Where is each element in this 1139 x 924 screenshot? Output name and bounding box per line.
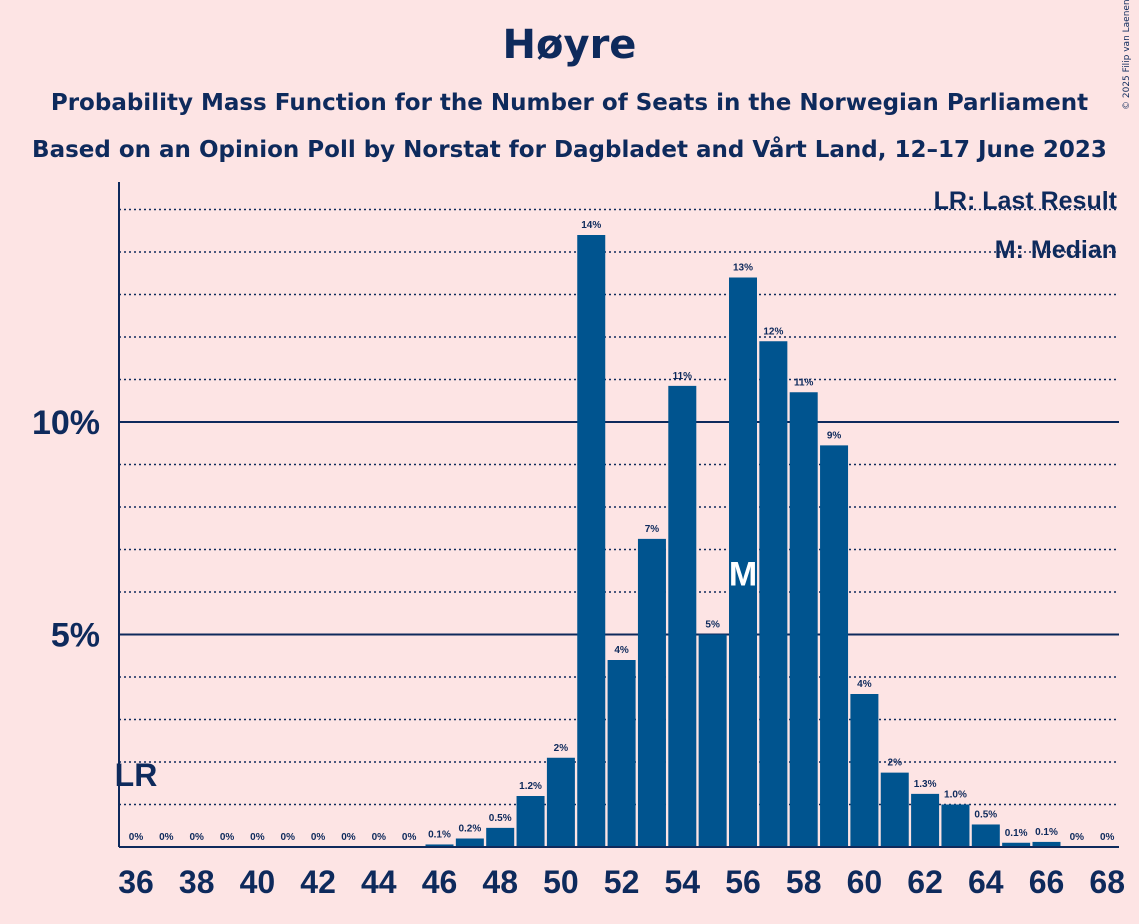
- bar: [941, 804, 970, 847]
- bar-value-label: 0%: [250, 832, 265, 843]
- bar-value-label: 0%: [1100, 832, 1115, 843]
- x-tick-label: 64: [968, 864, 1004, 900]
- bar-value-label: 1.0%: [944, 790, 967, 801]
- bar-value-label: 11%: [794, 377, 814, 388]
- bar-value-label: 0%: [402, 832, 417, 843]
- bar-value-label: 0%: [220, 832, 235, 843]
- chart-subtitle: Probability Mass Function for the Number…: [50, 90, 1089, 116]
- x-tick-label: 62: [907, 864, 943, 900]
- bar-value-label: 0%: [281, 832, 296, 843]
- bar: [516, 796, 545, 847]
- x-tick-label: 44: [361, 864, 397, 900]
- bar: [911, 793, 940, 847]
- bar-value-label: 0%: [311, 832, 326, 843]
- bar-value-label: 12%: [763, 326, 783, 337]
- bar: [668, 385, 697, 847]
- x-tick-label: 46: [422, 864, 458, 900]
- data-labels: 0% 0% 0% 0% 0% 0% 0% 0% 0% 0% 0.1% 0.2% 0.5% 1.2% 2% 14…: [115, 220, 1115, 843]
- x-tick-label: 54: [665, 864, 701, 900]
- bar-value-label: 4%: [614, 645, 629, 656]
- bar: [546, 757, 575, 847]
- bar: [425, 844, 454, 847]
- bar-value-label: 0%: [159, 832, 174, 843]
- x-tick-label: 56: [725, 864, 761, 900]
- bar: [880, 772, 909, 847]
- bar-value-label: 2%: [888, 758, 903, 769]
- x-tick-label: 38: [179, 864, 215, 900]
- bar-value-label: 0.1%: [1035, 827, 1058, 838]
- bar: [637, 538, 666, 847]
- bar-value-label: 0%: [1070, 832, 1085, 843]
- bar: [1032, 841, 1061, 847]
- bar-value-label: 0.5%: [974, 809, 997, 820]
- bar-value-label: 11%: [673, 371, 693, 382]
- bar-value-label: 0%: [341, 832, 356, 843]
- bar: [577, 235, 606, 847]
- bar-value-label: 0%: [372, 832, 387, 843]
- chart-title: Høyre: [502, 22, 637, 68]
- bar: [486, 827, 515, 847]
- x-tick-label: 68: [1089, 864, 1125, 900]
- bar-value-label: 0.2%: [458, 824, 481, 835]
- bar-value-label: 0.5%: [489, 813, 512, 824]
- bar: [455, 838, 484, 847]
- legend-median: M: Median: [995, 236, 1117, 264]
- axes: 5% 10% 36 38 40 42 44 46 48 50 52 54 56 58 60 62 64 66 68: [32, 182, 1125, 900]
- bar: [850, 694, 879, 847]
- y-tick-label: 10%: [32, 404, 100, 442]
- bar: [1002, 842, 1031, 847]
- bar-value-label: 0.1%: [1005, 828, 1028, 839]
- x-tick-label: 48: [482, 864, 518, 900]
- bar-value-label: 4%: [857, 679, 872, 690]
- x-tick-label: 66: [1029, 864, 1065, 900]
- chart-source-subtitle: Based on an Opinion Poll by Norstat for …: [32, 137, 1107, 163]
- bar-value-label: 0.1%: [428, 829, 451, 840]
- bar: [759, 341, 788, 847]
- bar-value-label: 0%: [129, 832, 144, 843]
- bar-value-label: 14%: [581, 220, 601, 231]
- bar: [971, 824, 1000, 847]
- x-tick-label: 50: [543, 864, 579, 900]
- x-tick-label: 52: [604, 864, 640, 900]
- bar-value-label: 5%: [705, 620, 720, 631]
- bar-value-label: 1.3%: [914, 779, 937, 790]
- x-tick-label: 58: [786, 864, 822, 900]
- x-tick-label: 36: [118, 864, 154, 900]
- bar: [820, 445, 849, 847]
- bar: [698, 634, 727, 847]
- x-tick-label: 60: [847, 864, 883, 900]
- bar: [607, 660, 636, 847]
- bar-value-label: 7%: [645, 524, 660, 535]
- bar-value-label: 1.2%: [519, 781, 542, 792]
- y-tick-label: 5%: [51, 617, 100, 655]
- legend-last-result: LR: Last Result: [934, 187, 1118, 215]
- x-tick-label: 40: [240, 864, 276, 900]
- bar-value-label: 2%: [554, 743, 569, 754]
- legend: LR: Last Result M: Median: [934, 187, 1118, 264]
- bar-value-label: 9%: [827, 430, 842, 441]
- x-tick-label: 42: [300, 864, 336, 900]
- bar-value-label: 0%: [189, 832, 204, 843]
- last-result-marker: LR: [115, 757, 158, 793]
- bars: [425, 235, 1061, 847]
- bar-value-label: 13%: [733, 263, 753, 274]
- median-marker: M: [729, 556, 757, 594]
- bar: [789, 392, 818, 847]
- bar: [729, 277, 757, 847]
